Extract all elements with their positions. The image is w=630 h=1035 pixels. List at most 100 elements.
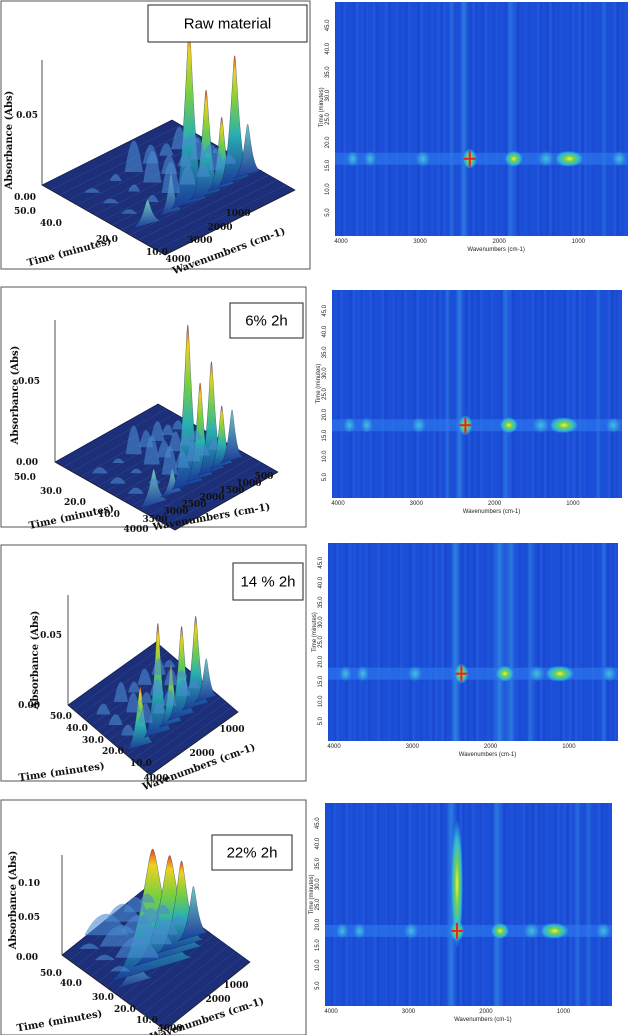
time-tick-label: 10.0 [98,510,120,520]
noise-stripe [546,290,550,498]
band-spot [499,417,518,434]
heatmap-plot [335,2,628,236]
noise-stripe [444,543,447,741]
noise-stripe [591,543,594,741]
surface-ripple [157,956,243,1025]
x-tick-label: 3000 [406,744,420,750]
time-tick-label: 30.0 [40,487,62,497]
noise-stripe [557,2,559,236]
x-axis-label: Wavenumbers (cm-1) [459,752,516,758]
noise-stripe [551,543,553,741]
noise-stripe [396,803,399,1006]
band-spot [546,665,574,682]
heatmap-plot [332,290,622,498]
panel: 0.05 0.00 50.0 40.0 30.020.0 10.0 1000 2000 4000… [0,544,307,794]
x-tick-label: 2000 [479,1009,493,1015]
noise-stripe [393,803,396,1006]
noise-stripe [471,290,474,498]
noise-stripe [419,803,421,1006]
noise-stripe [408,803,412,1006]
spectrum-echo [196,164,211,177]
noise-stripe [377,543,381,741]
surface-ripple [138,174,269,241]
y-tick-label: 20.0 [325,136,331,148]
noise-stripe [552,290,554,498]
time-tick-label: 30.0 [82,736,104,746]
panel: 0.05 0.00 50.0 40.0 20.0 10.0 1000 2000 3000 4000… [0,0,311,278]
spectrum-echo [138,703,153,723]
noise-stripe [566,290,569,498]
x-tick-label: 4000 [334,239,348,245]
noise-stripe [539,543,543,741]
y-tick-label: 25.0 [325,113,331,125]
spectrum-echo [113,682,128,702]
time-tick-label: 50.0 [40,969,62,979]
wave-tick-label: 2000 [207,223,232,233]
spectrum-echo [146,194,159,203]
time-band [328,667,618,680]
band-spot [540,922,569,939]
noise-stripe [528,2,530,236]
y-tick-label: 5.0 [315,981,321,990]
noise-stripe [562,543,565,741]
noise-stripe [399,2,401,236]
noise-stripe [612,543,614,741]
noise-stripe [423,543,425,741]
time-tick-label: 40.0 [60,979,82,989]
noise-stripe [428,803,431,1006]
noise-stripe [543,803,545,1006]
wave-tick-label: 2000 [205,995,230,1005]
spectrum-echo [142,144,159,164]
sample-label-box [232,562,304,601]
noise-stripe [532,290,535,498]
y-tick-label: 15.0 [318,675,324,687]
spectrum-echo [96,703,111,715]
spectrum-echo [157,440,172,458]
heatmap: 4000 3000 2000 1000 Wavenumbers (cm-1) 5.0 10.… [312,543,618,758]
z-tick-label: 0.00 [16,953,38,963]
y-axis-label: Time (minutes) [309,874,315,914]
noise-stripe [358,290,360,498]
spectrum-echo [109,477,126,484]
wave-tick-label: 1000 [219,725,244,735]
y-tick-label: 15.0 [315,939,321,951]
spectrum-echo [177,153,192,167]
spectrum-echo [137,668,152,685]
noise-stripe [619,290,621,498]
spectrum-echo [125,425,142,455]
spectrum-echo [79,943,100,949]
z-tick-label: 0.10 [18,879,40,889]
spectrum-echo [189,137,206,160]
spectrum-echo [164,669,179,686]
spectrum-echo [203,144,218,154]
noise-stripe [419,2,423,236]
noise-stripe [610,290,614,498]
wave-tick-label: 2500 [181,500,206,510]
wave-tick-label: 4000 [165,255,190,265]
spectrum-echo [128,184,141,192]
spectrum-peak [177,886,210,942]
noise-stripe [523,803,526,1006]
noise-stripe [540,290,544,498]
band-spot [495,665,514,682]
x-tick-label: 2000 [493,239,507,245]
noise-stripe [572,290,576,498]
y-tick-label: 30.0 [315,878,321,890]
noise-stripe [367,2,369,236]
spectrum-echo [108,714,123,725]
spectrum-echo [176,679,191,696]
noise-stripe [525,803,528,1006]
noise-stripe [482,803,484,1006]
noise-stripe [368,543,371,741]
spectrum-echo [124,140,143,172]
vertical-streak [492,803,503,1006]
noise-stripe [500,290,503,498]
noise-stripe [487,543,489,741]
surface-ripple [135,940,221,1009]
spectrum-echo [139,893,156,903]
noise-stripe [328,543,329,741]
time-axis [54,461,176,531]
noise-stripe [551,2,555,236]
y-tick-label: 45.0 [315,817,321,829]
